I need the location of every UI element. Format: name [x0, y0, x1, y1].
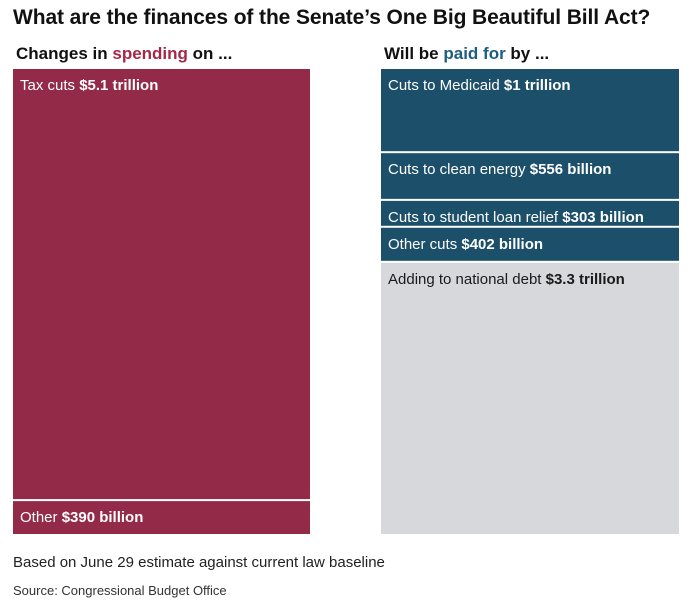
- paid_for-segment-amount-4: $3.3 trillion: [546, 271, 625, 288]
- paid_for-segment-amount-0: $1 trillion: [504, 77, 571, 94]
- paid_for-segment-name-0: Cuts to Medicaid: [388, 77, 504, 94]
- paid-for-column-header: Will be paid for by ...: [384, 44, 549, 64]
- spending-header-post: on ...: [187, 44, 233, 63]
- paid_for-segment-label-4: Adding to national debt $3.3 trillion: [388, 271, 625, 288]
- paid_for-segment-label-3: Other cuts $402 billion: [388, 236, 543, 253]
- paid_for-segment-1: [381, 153, 679, 199]
- paid_for-segment-amount-3: $402 billion: [461, 236, 543, 253]
- paid_for-segment-name-4: Adding to national debt: [388, 271, 546, 288]
- chart-title: What are the finances of the Senate’s On…: [13, 6, 651, 29]
- paid_for-segment-label-1: Cuts to clean energy $556 billion: [388, 161, 611, 178]
- paid_for-segment-name-3: Other cuts: [388, 236, 461, 253]
- paid_for-segment-name-2: Cuts to student loan relief: [388, 209, 562, 226]
- paid-for-header-pre: Will be: [384, 44, 444, 63]
- spending-segment-label-0: Tax cuts $5.1 trillion: [20, 77, 158, 94]
- spending-header-highlight: spending: [112, 44, 188, 63]
- paid-for-header-highlight: paid for: [443, 44, 506, 63]
- paid_for-segment-0: [381, 69, 679, 152]
- paid_for-segment-label-0: Cuts to Medicaid $1 trillion: [388, 77, 571, 94]
- spending-segment-amount-1: $390 billion: [62, 509, 144, 526]
- spending-segment-label-1: Other $390 billion: [20, 509, 143, 526]
- spending-segment-1: [13, 501, 310, 534]
- paid_for-segment-label-2: Cuts to student loan relief $303 billion: [388, 209, 644, 226]
- spending-segment-name-1: Other: [20, 509, 62, 526]
- chart-note: Based on June 29 estimate against curren…: [13, 554, 385, 571]
- paid_for-segment-2: [381, 200, 679, 226]
- paid_for-segment-4: [381, 262, 679, 534]
- spending-segment-amount-0: $5.1 trillion: [79, 77, 158, 94]
- spending-column-header: Changes in spending on ...: [16, 44, 232, 64]
- paid_for-segment-amount-2: $303 billion: [562, 209, 644, 226]
- spending-header-pre: Changes in: [16, 44, 113, 63]
- chart-source: Source: Congressional Budget Office: [13, 583, 227, 598]
- paid_for-segment-name-1: Cuts to clean energy: [388, 161, 530, 178]
- paid_for-segment-3: [381, 227, 679, 261]
- paid-for-header-post: by ...: [505, 44, 550, 63]
- paid_for-segment-amount-1: $556 billion: [530, 161, 612, 178]
- spending-segment-0: [13, 69, 310, 500]
- spending-segment-name-0: Tax cuts: [20, 77, 79, 94]
